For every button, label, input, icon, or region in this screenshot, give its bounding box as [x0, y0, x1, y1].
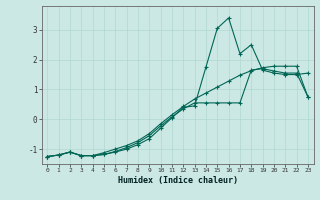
- X-axis label: Humidex (Indice chaleur): Humidex (Indice chaleur): [118, 176, 237, 185]
